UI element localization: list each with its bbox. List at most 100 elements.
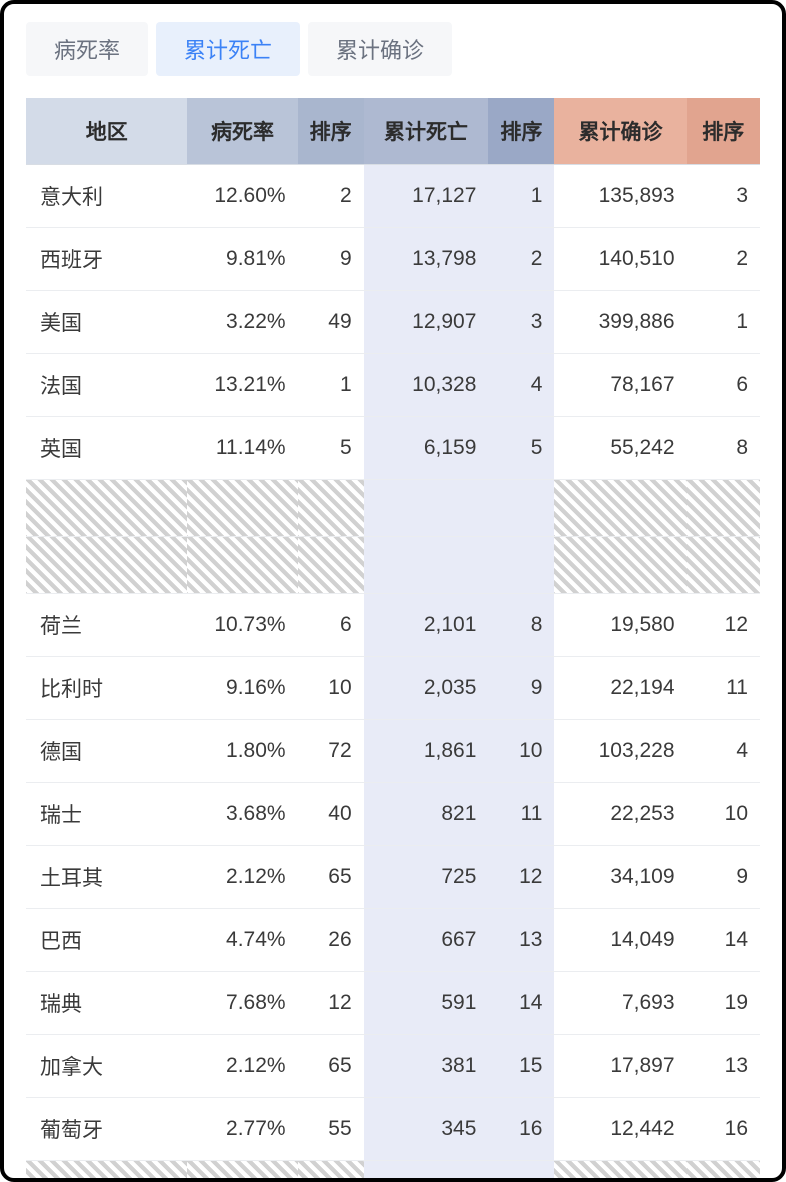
cell-cum_cases: — [554, 1161, 686, 1182]
cell-region: 瑞典 [26, 972, 187, 1035]
cell-region: 美国 [26, 291, 187, 354]
table-row: 瑞士3.68%408211122,25310 [26, 783, 760, 846]
cell-rank1: 26 [298, 909, 364, 972]
cell-rank3: 19 [687, 972, 760, 1035]
cell-region: — [26, 537, 187, 594]
cell-rank2: — [488, 480, 554, 537]
cell-rank2: 15 [488, 1035, 554, 1098]
cell-rank1: — [298, 537, 364, 594]
cell-rank2: 2 [488, 228, 554, 291]
cell-cum_deaths: 12,907 [364, 291, 489, 354]
table-row: 英国11.14%56,159555,2428 [26, 417, 760, 480]
cell-region: 法国 [26, 354, 187, 417]
cell-death_rate: — [187, 480, 297, 537]
cell-region: 巴西 [26, 909, 187, 972]
cell-rank2: 13 [488, 909, 554, 972]
table-row: ——————— [26, 480, 760, 537]
data-table: 地区 病死率 排序 累计死亡 排序 累计确诊 排序 意大利12.60%217,1… [26, 98, 760, 1182]
cell-cum_deaths: 345 [364, 1098, 489, 1161]
cell-cum_cases: 55,242 [554, 417, 686, 480]
tab-cumulative-deaths[interactable]: 累计死亡 [156, 22, 300, 76]
cell-rank3: — [687, 1161, 760, 1182]
col-rank-2[interactable]: 排序 [488, 98, 554, 165]
cell-rank1: 72 [298, 720, 364, 783]
cell-rank3: 9 [687, 846, 760, 909]
cell-death_rate: 1.80% [187, 720, 297, 783]
cell-region: 比利时 [26, 657, 187, 720]
cell-death_rate: 10.73% [187, 594, 297, 657]
cell-region: 土耳其 [26, 846, 187, 909]
cell-cum_cases: 34,109 [554, 846, 686, 909]
table-row: ——————— [26, 537, 760, 594]
col-region[interactable]: 地区 [26, 98, 187, 165]
col-cum-deaths[interactable]: 累计死亡 [364, 98, 489, 165]
app-container: 病死率 累计死亡 累计确诊 地区 病死率 排序 累计死亡 排序 累计确诊 排序 … [0, 0, 786, 1182]
cell-rank1: 12 [298, 972, 364, 1035]
cell-rank2: — [488, 537, 554, 594]
cell-rank1: 10 [298, 657, 364, 720]
cell-rank2: 4 [488, 354, 554, 417]
cell-death_rate: — [187, 1161, 297, 1182]
tab-death-rate[interactable]: 病死率 [26, 22, 148, 76]
cell-cum_deaths: 591 [364, 972, 489, 1035]
cell-region: 瑞士 [26, 783, 187, 846]
table-row: 西班牙9.81%913,7982140,5102 [26, 228, 760, 291]
cell-rank1: 6 [298, 594, 364, 657]
cell-cum_cases: 17,897 [554, 1035, 686, 1098]
cell-region: 意大利 [26, 165, 187, 228]
cell-rank2: 3 [488, 291, 554, 354]
col-cum-cases[interactable]: 累计确诊 [554, 98, 686, 165]
cell-cum_cases: 12,442 [554, 1098, 686, 1161]
cell-rank2: 14 [488, 972, 554, 1035]
cell-cum_cases: 140,510 [554, 228, 686, 291]
cell-rank3: 16 [687, 1098, 760, 1161]
cell-region: 加拿大 [26, 1035, 187, 1098]
cell-cum_cases: 399,886 [554, 291, 686, 354]
cell-cum_deaths: — [364, 1161, 489, 1182]
cell-death_rate: 7.68% [187, 972, 297, 1035]
cell-cum_deaths: 667 [364, 909, 489, 972]
col-death-rate[interactable]: 病死率 [187, 98, 297, 165]
table-row: 德国1.80%721,86110103,2284 [26, 720, 760, 783]
cell-cum_cases: 78,167 [554, 354, 686, 417]
cell-rank3: 1 [687, 291, 760, 354]
cell-rank1: 65 [298, 846, 364, 909]
cell-rank3: 8 [687, 417, 760, 480]
cell-cum_deaths: 2,035 [364, 657, 489, 720]
cell-rank2: 9 [488, 657, 554, 720]
table-row: 美国3.22%4912,9073399,8861 [26, 291, 760, 354]
cell-cum_deaths: 381 [364, 1035, 489, 1098]
cell-death_rate: 13.21% [187, 354, 297, 417]
cell-cum_deaths: 821 [364, 783, 489, 846]
cell-rank3: — [687, 480, 760, 537]
col-rank-3[interactable]: 排序 [687, 98, 760, 165]
cell-rank2: 1 [488, 165, 554, 228]
tab-bar: 病死率 累计死亡 累计确诊 [26, 22, 760, 76]
cell-death_rate: 12.60% [187, 165, 297, 228]
cell-death_rate: — [187, 537, 297, 594]
cell-rank1: — [298, 1161, 364, 1182]
cell-rank1: 49 [298, 291, 364, 354]
cell-cum_deaths: 17,127 [364, 165, 489, 228]
cell-death_rate: 9.81% [187, 228, 297, 291]
table-row: 巴西4.74%266671314,04914 [26, 909, 760, 972]
table-row: 比利时9.16%102,035922,19411 [26, 657, 760, 720]
cell-cum_cases: — [554, 480, 686, 537]
cell-death_rate: 11.14% [187, 417, 297, 480]
tab-cumulative-cases[interactable]: 累计确诊 [308, 22, 452, 76]
table-body: 意大利12.60%217,1271135,8933西班牙9.81%913,798… [26, 165, 760, 1182]
cell-cum_deaths: — [364, 537, 489, 594]
table-row: 荷兰10.73%62,101819,58012 [26, 594, 760, 657]
cell-rank2: 16 [488, 1098, 554, 1161]
cell-rank1: 1 [298, 354, 364, 417]
cell-cum_cases: 14,049 [554, 909, 686, 972]
col-rank-1[interactable]: 排序 [298, 98, 364, 165]
cell-rank3: 2 [687, 228, 760, 291]
cell-cum_cases: 103,228 [554, 720, 686, 783]
cell-rank3: 12 [687, 594, 760, 657]
cell-cum_deaths: 2,101 [364, 594, 489, 657]
table-row: 土耳其2.12%657251234,1099 [26, 846, 760, 909]
table-row: 法国13.21%110,328478,1676 [26, 354, 760, 417]
cell-rank3: 13 [687, 1035, 760, 1098]
cell-cum_deaths: 13,798 [364, 228, 489, 291]
